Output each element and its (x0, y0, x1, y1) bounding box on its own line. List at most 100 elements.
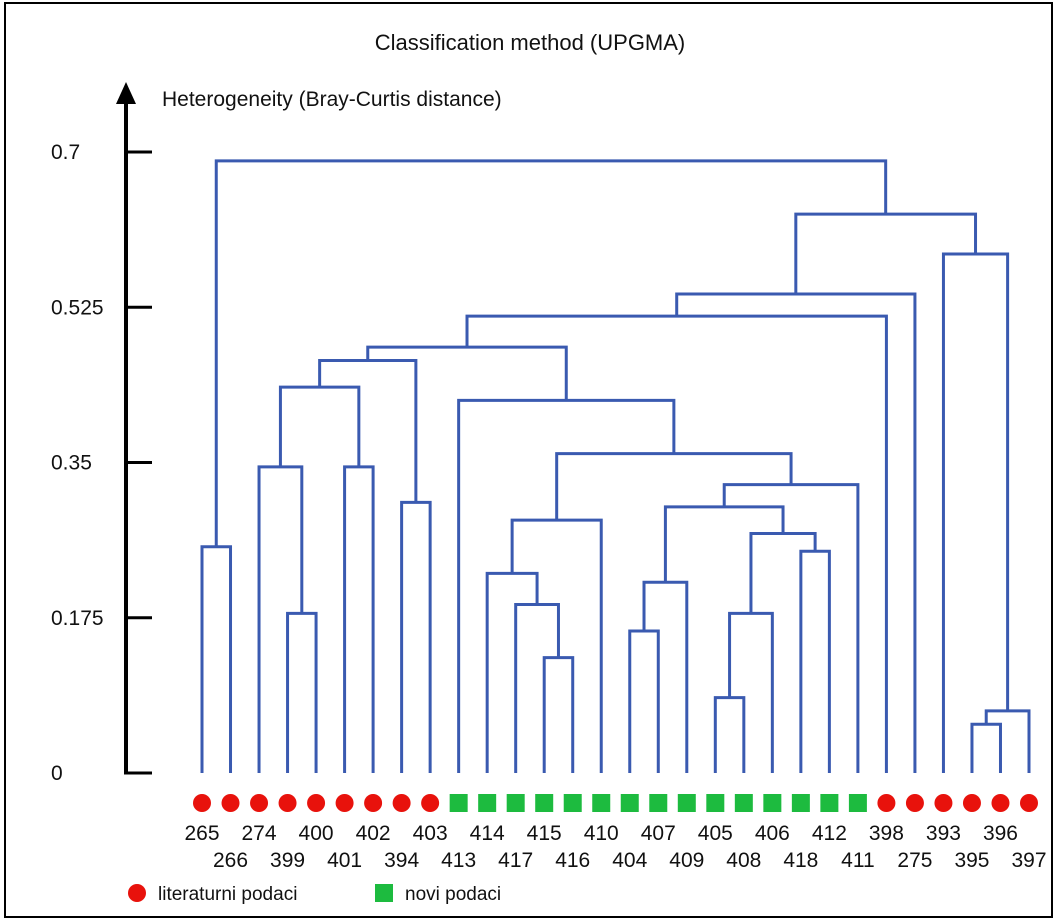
y-axis-arrow (116, 82, 136, 104)
dendrogram-links (200, 159, 1031, 773)
leaf-marker-396 (991, 794, 1010, 812)
legend-marker-0 (128, 884, 146, 902)
cluster-link-K (510, 518, 603, 773)
cluster-link-O (728, 611, 774, 773)
leaf-label-274: 274 (242, 822, 277, 845)
leaf-marker-407 (649, 794, 668, 812)
leaf-label-265: 265 (184, 822, 219, 845)
leaf-label-407: 407 (641, 822, 676, 845)
leaf-marker-418 (791, 794, 810, 812)
y-tick-label: 0.35 (51, 452, 92, 475)
leaf-marker-409 (677, 794, 696, 812)
cluster-link-E (278, 385, 361, 467)
leaf-marker-405 (706, 794, 725, 812)
y-axis-label: Heterogeneity (Bray-Curtis distance) (162, 88, 502, 111)
cluster-link-G (318, 358, 418, 503)
cluster-link-S (722, 483, 860, 773)
leaf-label-393: 393 (926, 822, 961, 845)
leaf-marker-398 (877, 794, 896, 812)
leaf-label-408: 408 (726, 849, 761, 872)
leaf-marker-394 (392, 794, 411, 812)
leaf-marker-274 (250, 794, 269, 812)
cluster-link-P (799, 549, 831, 773)
leaf-marker-411 (848, 794, 867, 812)
leaf-label-401: 401 (327, 849, 362, 872)
cluster-link-D (343, 465, 375, 773)
y-ticks: 0.7 0.525 0.35 0.175 0 (51, 141, 152, 785)
legend-marker-1 (375, 884, 393, 902)
leaf-marker-393 (934, 794, 953, 812)
leaf-label-410: 410 (584, 822, 619, 845)
leaf-label-413: 413 (441, 849, 476, 872)
cluster-link-AC (214, 159, 888, 547)
cluster-link-H (542, 656, 575, 773)
leaf-marker-265 (193, 794, 211, 812)
leaf-marker-406 (763, 794, 782, 812)
cluster-link-J (485, 571, 539, 773)
leaf-marker-400 (307, 794, 326, 812)
leaf-label-400: 400 (299, 822, 334, 845)
leaf-label-266: 266 (213, 849, 248, 872)
cluster-link-F (400, 500, 432, 773)
leaf-marker-412 (820, 794, 839, 812)
cluster-link-B (286, 611, 318, 773)
leaf-marker-417 (506, 794, 525, 812)
leaf-marker-402 (364, 794, 383, 812)
cluster-link-N (713, 696, 746, 773)
leaf-marker-408 (734, 794, 753, 812)
leaf-marker-399 (278, 794, 297, 812)
leaf-label-406: 406 (755, 822, 790, 845)
leaf-label-417: 417 (498, 849, 533, 872)
y-tick-label: 0.175 (51, 607, 104, 630)
cluster-link-V (366, 345, 568, 401)
legend-label-1: novi podaci (405, 884, 501, 905)
leaf-label-415: 415 (527, 822, 562, 845)
leaf-label-403: 403 (413, 822, 448, 845)
leaf-label-411: 411 (841, 849, 874, 872)
cluster-link-C (257, 465, 304, 773)
leaf-marker-414 (478, 794, 497, 812)
leaf-label-409: 409 (669, 849, 704, 872)
cluster-link-X (675, 292, 917, 773)
leaf-markers (193, 794, 1038, 812)
cluster-link-M (642, 580, 689, 773)
leaf-marker-397 (1020, 794, 1038, 812)
leaf-label-394: 394 (384, 849, 419, 872)
leaf-marker-401 (335, 794, 354, 812)
leaf-label-418: 418 (783, 849, 818, 872)
leaf-label-416: 416 (555, 849, 590, 872)
cluster-link-AA (941, 252, 1010, 773)
cluster-link-Z (984, 709, 1031, 773)
cluster-link-L (628, 629, 660, 773)
leaf-label-395: 395 (954, 849, 989, 872)
y-tick-label: 0 (51, 762, 63, 785)
cluster-link-Y (970, 722, 1002, 773)
leaf-marker-275 (905, 794, 924, 812)
leaf-marker-395 (962, 794, 981, 812)
cluster-link-I (514, 602, 560, 773)
leaf-label-404: 404 (612, 849, 647, 872)
leaf-marker-266 (221, 794, 240, 812)
leaf-marker-404 (620, 794, 639, 812)
legend-label-0: literaturni podaci (158, 884, 297, 905)
cluster-link-R (663, 505, 785, 583)
leaf-label-412: 412 (812, 822, 847, 845)
leaf-marker-413 (449, 794, 468, 812)
leaf-marker-416 (563, 794, 582, 812)
leaf-label-275: 275 (897, 849, 932, 872)
leaf-label-397: 397 (1011, 849, 1046, 872)
cluster-link-W (465, 314, 888, 773)
y-tick-label: 0.7 (51, 141, 80, 164)
leaf-marker-410 (592, 794, 611, 812)
cluster-link-U (457, 398, 676, 773)
leaf-label-414: 414 (470, 822, 505, 845)
leaf-marker-415 (535, 794, 554, 812)
cluster-link-T (555, 452, 793, 521)
cluster-link-Q (749, 531, 817, 614)
leaf-label-398: 398 (869, 822, 904, 845)
cluster-link-A (200, 545, 233, 773)
leaf-label-396: 396 (983, 822, 1018, 845)
leaf-label-405: 405 (698, 822, 733, 845)
leaf-labels: 265 266 274 399 400 401 402 394 403 413 414 417 415 4… (184, 822, 1046, 872)
